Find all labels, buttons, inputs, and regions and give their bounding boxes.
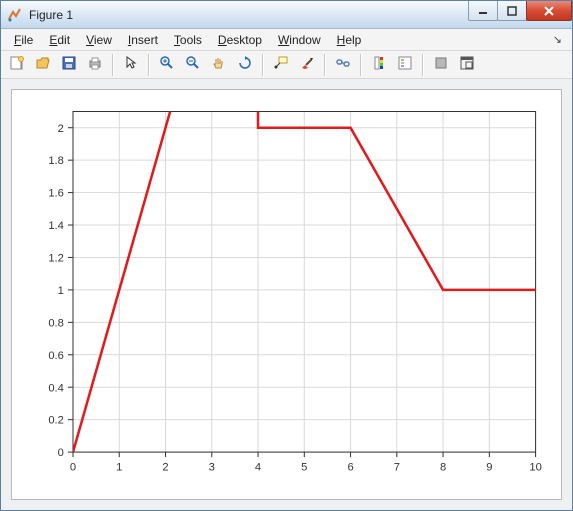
menu-tools[interactable]: Tools bbox=[167, 31, 209, 49]
svg-text:5: 5 bbox=[301, 461, 307, 473]
toolbar-separator bbox=[148, 54, 150, 76]
colorbar-icon bbox=[371, 55, 387, 74]
svg-text:▾: ▾ bbox=[310, 57, 313, 63]
rotate-icon bbox=[237, 55, 253, 74]
brush-icon: ▾ bbox=[299, 55, 315, 74]
toolbar: ▾ bbox=[1, 51, 572, 79]
data-cursor-icon bbox=[273, 55, 289, 74]
svg-text:8: 8 bbox=[440, 461, 446, 473]
figure-window: Figure 1 FileEditViewInsertToolsDesktopW… bbox=[0, 0, 573, 511]
open-icon bbox=[35, 55, 51, 74]
svg-text:10: 10 bbox=[529, 461, 541, 473]
window-controls bbox=[469, 1, 572, 28]
svg-text:4: 4 bbox=[255, 461, 261, 473]
line-chart: 0 1 2 3 4 5 6 7 8 9 10 0 0.2 0.4 0.6 0.8 1 1.2 1.4 1.6 1.8 2 bbox=[12, 90, 561, 499]
colorbar-button[interactable] bbox=[367, 53, 391, 77]
dock-button[interactable] bbox=[455, 53, 479, 77]
toolbar-separator bbox=[360, 54, 362, 76]
menu-file[interactable]: File bbox=[7, 31, 40, 49]
legend-button[interactable] bbox=[393, 53, 417, 77]
zoom-out-icon bbox=[185, 55, 201, 74]
matlab-figure-icon bbox=[7, 7, 23, 23]
svg-text:1.2: 1.2 bbox=[48, 253, 64, 265]
rotate-button[interactable] bbox=[233, 53, 257, 77]
svg-text:1.4: 1.4 bbox=[48, 220, 64, 232]
svg-text:1: 1 bbox=[116, 461, 122, 473]
link-icon bbox=[335, 55, 351, 74]
svg-text:1.8: 1.8 bbox=[48, 155, 64, 167]
toolbar-separator bbox=[112, 54, 114, 76]
toolbar-separator bbox=[324, 54, 326, 76]
menu-window[interactable]: Window bbox=[271, 31, 328, 49]
menu-desktop[interactable]: Desktop bbox=[211, 31, 269, 49]
dock-menu-icon[interactable]: ↘ bbox=[549, 33, 566, 46]
maximize-button[interactable] bbox=[497, 1, 527, 21]
hide-tools-icon bbox=[433, 55, 449, 74]
close-button[interactable] bbox=[526, 1, 572, 21]
svg-text:1.6: 1.6 bbox=[48, 188, 64, 200]
svg-text:0.6: 0.6 bbox=[48, 350, 64, 362]
menu-help[interactable]: Help bbox=[330, 31, 369, 49]
toolbar-separator bbox=[262, 54, 264, 76]
svg-text:2: 2 bbox=[162, 461, 168, 473]
zoom-in-icon bbox=[159, 55, 175, 74]
svg-text:7: 7 bbox=[394, 461, 400, 473]
pan-button[interactable] bbox=[207, 53, 231, 77]
svg-text:9: 9 bbox=[486, 461, 492, 473]
open-button[interactable] bbox=[31, 53, 55, 77]
svg-text:6: 6 bbox=[347, 461, 353, 473]
plot-frame: 0 1 2 3 4 5 6 7 8 9 10 0 0.2 0.4 0.6 0.8 1 1.2 1.4 1.6 1.8 2 bbox=[11, 89, 562, 500]
zoom-out-button[interactable] bbox=[181, 53, 205, 77]
titlebar[interactable]: Figure 1 bbox=[1, 1, 572, 29]
print-button[interactable] bbox=[83, 53, 107, 77]
svg-text:3: 3 bbox=[209, 461, 215, 473]
dock-icon bbox=[459, 55, 475, 74]
new-figure-icon bbox=[9, 55, 25, 74]
minimize-button[interactable] bbox=[468, 1, 498, 21]
pointer-button[interactable] bbox=[119, 53, 143, 77]
svg-text:0: 0 bbox=[70, 461, 76, 473]
menu-view[interactable]: View bbox=[79, 31, 119, 49]
data-cursor-button[interactable] bbox=[269, 53, 293, 77]
svg-text:1: 1 bbox=[58, 285, 64, 297]
hide-tools-button[interactable] bbox=[429, 53, 453, 77]
new-figure-button[interactable] bbox=[5, 53, 29, 77]
pointer-icon bbox=[123, 55, 139, 74]
svg-text:0.2: 0.2 bbox=[48, 415, 64, 427]
menu-edit[interactable]: Edit bbox=[42, 31, 77, 49]
window-title: Figure 1 bbox=[29, 8, 469, 22]
pan-icon bbox=[211, 55, 227, 74]
svg-text:0: 0 bbox=[58, 447, 64, 459]
print-icon bbox=[87, 55, 103, 74]
save-button[interactable] bbox=[57, 53, 81, 77]
menubar: FileEditViewInsertToolsDesktopWindowHelp… bbox=[1, 29, 572, 51]
toolbar-separator bbox=[422, 54, 424, 76]
plot-area: 0 1 2 3 4 5 6 7 8 9 10 0 0.2 0.4 0.6 0.8 1 1.2 1.4 1.6 1.8 2 bbox=[1, 79, 572, 510]
zoom-in-button[interactable] bbox=[155, 53, 179, 77]
save-icon bbox=[61, 55, 77, 74]
menu-insert[interactable]: Insert bbox=[121, 31, 165, 49]
brush-button[interactable]: ▾ bbox=[295, 53, 319, 77]
legend-icon bbox=[397, 55, 413, 74]
svg-text:0.8: 0.8 bbox=[48, 317, 64, 329]
svg-text:2: 2 bbox=[58, 123, 64, 135]
link-button[interactable] bbox=[331, 53, 355, 77]
svg-text:0.4: 0.4 bbox=[48, 382, 64, 394]
